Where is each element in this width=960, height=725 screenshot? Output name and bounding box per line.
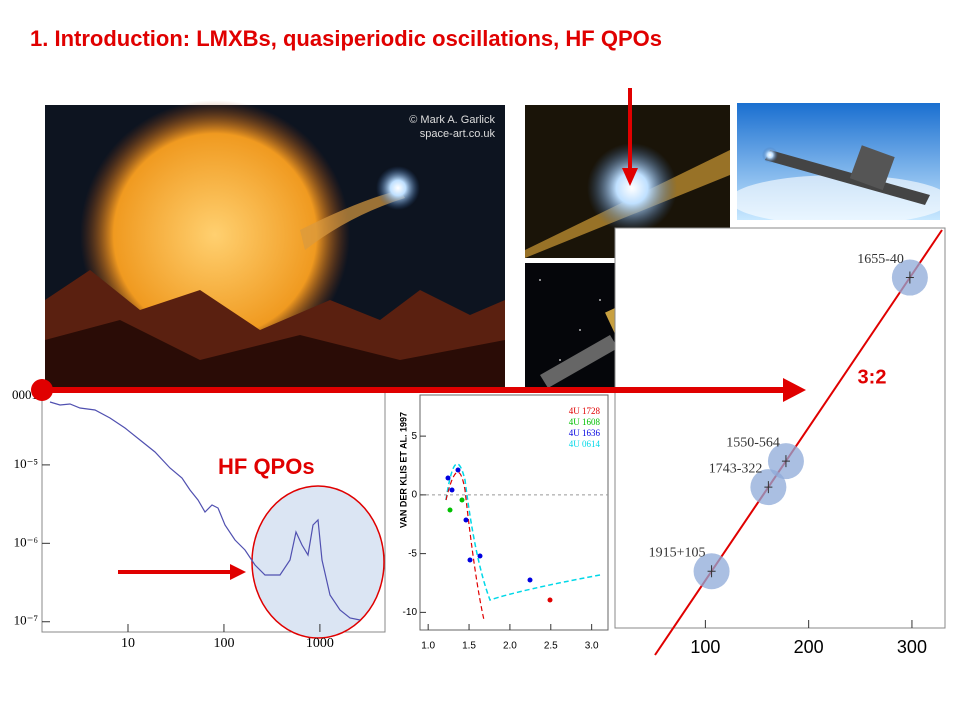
data-points (445, 467, 533, 583)
source-label: 1655-40 (857, 252, 904, 267)
satellite-image (730, 103, 950, 225)
source-label: 1550-564 (726, 435, 780, 450)
x-tick-label: 200 (794, 637, 824, 657)
y-tick-label: 0 (411, 490, 417, 501)
data-point (447, 507, 453, 513)
x-tick-label: 1.0 (421, 641, 435, 652)
legend-entry: 4U 1636 (569, 428, 601, 438)
x-tick-label: 2.0 (503, 641, 517, 652)
y-tick-label: 10⁻⁶ (14, 534, 38, 549)
error-bar (764, 481, 773, 494)
arrow-head (622, 168, 638, 186)
y-tick-label: 10⁻⁷ (14, 613, 38, 628)
highlight (251, 485, 385, 639)
ratio-label: 3:2 (858, 366, 887, 388)
y-tick-label: -5 (408, 548, 417, 559)
y-axis-label: VAN DER KLIS ET AL. 1997 (398, 412, 408, 528)
credit: space-art.co.uk (420, 128, 496, 140)
x-tick-label: 100 (690, 637, 720, 657)
error-bar (781, 455, 790, 468)
data-point (459, 497, 465, 503)
x-tick-label: 3.0 (585, 641, 599, 652)
x-tick-label: 2.5 (544, 641, 558, 652)
legend-entry: 4U 0614 (569, 439, 601, 449)
fit-curve (445, 471, 485, 621)
source-label: 1915+105 (649, 545, 706, 560)
y-tick-label: 10⁻⁵ (14, 456, 38, 471)
y-tick-label: 5 (411, 431, 417, 442)
x-tick-label: 100 (213, 636, 234, 651)
y-tick-label: -10 (403, 607, 418, 618)
x-tick-label: 1.5 (462, 641, 476, 652)
legend-entry: 4U 1608 (569, 417, 601, 427)
fit-curve (445, 463, 601, 601)
slide-title: 1. Introduction: LMXBs, quasiperiodic os… (30, 26, 662, 51)
x-tick-label: 300 (897, 637, 927, 657)
mass-plot (614, 227, 946, 629)
x-tick-label: 1000 (306, 636, 334, 651)
hf-qpos-label: HF QPOs (218, 454, 315, 479)
error-bar (707, 565, 716, 578)
source-label: 1743-322 (709, 461, 763, 476)
error-bar (905, 271, 914, 284)
x-tick-label: 10 (121, 636, 135, 651)
frequency-plot (419, 394, 609, 631)
arrow-head (230, 564, 246, 580)
credit: © Mark A. Garlick (409, 114, 495, 126)
artwork: © Mark A. Garlick space-art.co.uk (45, 100, 505, 390)
data-point (547, 597, 553, 603)
legend-entry: 4U 1728 (569, 406, 601, 416)
arrow-head (783, 378, 806, 402)
spectrum-curve (49, 401, 361, 621)
